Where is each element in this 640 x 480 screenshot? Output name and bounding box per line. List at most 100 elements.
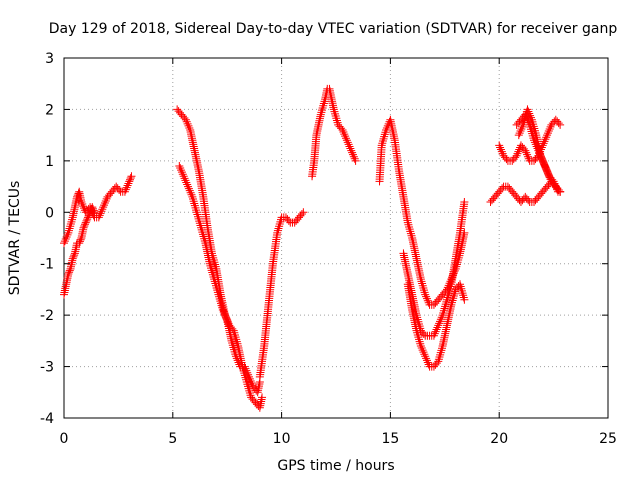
data-point <box>220 310 229 319</box>
series-arc-1b <box>60 203 99 299</box>
series-arc-1a <box>60 172 136 248</box>
data-point <box>96 209 105 218</box>
data-point <box>243 368 252 377</box>
data-point <box>340 130 349 139</box>
data-point <box>75 237 84 246</box>
data-point <box>521 146 530 155</box>
data-point <box>406 229 415 238</box>
data-point <box>318 103 327 112</box>
data-point <box>221 312 230 321</box>
data-point <box>219 308 228 317</box>
data-point <box>344 140 353 149</box>
data-point <box>194 214 203 223</box>
data-point <box>539 157 548 166</box>
data-point <box>419 330 428 338</box>
data-point <box>78 200 87 209</box>
data-point <box>191 203 200 212</box>
axis-ticks: 0 5 10 15 20 25 -4 -3 -2 -1 0 1 2 3 <box>40 51 617 447</box>
series-arc-4c <box>403 280 469 371</box>
data-point <box>415 337 424 346</box>
data-point <box>422 292 431 301</box>
series-arc-2a <box>173 105 267 412</box>
data-point <box>127 172 136 181</box>
data-point <box>418 279 427 288</box>
data-point <box>184 184 193 193</box>
data-point <box>126 175 135 184</box>
data-point <box>405 222 414 231</box>
y-axis-label: SDTVAR / TECUs <box>7 181 23 296</box>
data-point <box>275 222 284 231</box>
data-point <box>66 222 75 231</box>
data-point <box>232 354 241 363</box>
data-point <box>542 166 551 175</box>
data-point <box>320 97 329 106</box>
data-point <box>189 197 198 206</box>
data-point <box>99 203 108 212</box>
data-point <box>347 146 356 155</box>
data-point <box>319 101 328 110</box>
data-point <box>120 187 129 196</box>
data-point <box>88 203 97 212</box>
data-point <box>331 112 340 121</box>
data-point <box>513 149 522 158</box>
data-point <box>234 358 243 367</box>
data-point <box>556 187 565 196</box>
data-point <box>183 180 192 189</box>
data-point <box>331 109 340 118</box>
data-point <box>63 230 72 239</box>
data-point <box>84 211 93 220</box>
data-point <box>421 352 430 361</box>
data-point <box>316 110 325 119</box>
data-point <box>95 211 104 220</box>
x-tick-label: 15 <box>381 431 399 447</box>
data-point <box>434 321 443 330</box>
data-point <box>438 344 447 353</box>
series-arc-5b <box>495 115 565 165</box>
data-point <box>406 227 415 236</box>
data-point <box>416 342 425 350</box>
data-point <box>543 168 552 177</box>
data-point <box>175 162 184 170</box>
data-point <box>197 223 206 232</box>
data-point <box>436 350 445 359</box>
data-point <box>85 210 94 218</box>
data-point <box>536 151 545 160</box>
data-point <box>181 115 190 124</box>
y-tick-label: -4 <box>40 411 54 427</box>
data-point <box>514 147 523 156</box>
data-point <box>233 356 242 365</box>
data-point <box>246 376 255 385</box>
data-point <box>422 354 431 363</box>
data-point <box>378 139 387 148</box>
data-point <box>378 137 387 146</box>
data-point <box>405 225 414 234</box>
data-point <box>348 148 357 157</box>
data-point <box>498 184 507 193</box>
data-point <box>179 172 188 181</box>
data-point <box>437 313 446 322</box>
data-point <box>436 348 445 357</box>
data-point <box>81 218 90 227</box>
data-point <box>244 370 253 379</box>
data-point <box>242 366 251 375</box>
data-point <box>380 132 389 141</box>
data-point <box>432 359 441 368</box>
data-point <box>460 198 469 206</box>
data-point <box>273 226 282 235</box>
x-tick-label: 10 <box>273 431 291 447</box>
data-point <box>177 166 186 175</box>
y-tick-label: 2 <box>45 102 54 118</box>
data-point <box>432 325 441 334</box>
data-point <box>193 210 202 219</box>
data-point <box>183 119 192 128</box>
data-point <box>339 128 348 137</box>
data-point <box>549 177 558 186</box>
data-point <box>67 217 76 226</box>
data-point <box>512 151 521 160</box>
data-point <box>297 210 306 218</box>
data-point <box>98 205 107 214</box>
data-point <box>82 216 91 225</box>
data-point <box>245 374 254 383</box>
data-point <box>522 148 531 157</box>
data-point <box>184 121 193 130</box>
